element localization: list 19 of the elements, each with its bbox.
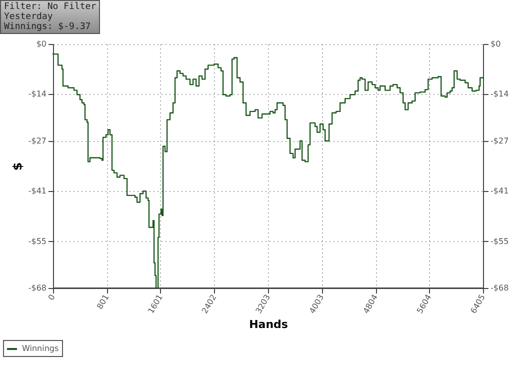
- y-tick-label: $0: [36, 40, 46, 48]
- x-axis-title: Hands: [249, 318, 288, 332]
- y2-tick-label: -$41: [490, 186, 509, 196]
- y2-tick-label: $0: [490, 40, 501, 48]
- y-tick-label: -$55: [28, 236, 46, 246]
- legend-label: Winnings: [22, 344, 59, 353]
- y-tick-label: -$14: [28, 90, 46, 99]
- text: Filter: No Filter: [4, 2, 96, 12]
- y-tick-label: -$27: [28, 136, 46, 146]
- y2-tick-label: -$14: [490, 90, 509, 99]
- y2-tick-label: -$68: [490, 284, 509, 292]
- text: Winnings: $-9.37: [4, 22, 92, 32]
- y-axis-title: $: [10, 162, 24, 171]
- y2-tick-label: -$55: [490, 236, 509, 246]
- text: Yesterday: [4, 12, 54, 22]
- y-tick-label: -$41: [28, 186, 46, 196]
- x-tick-label: 0: [46, 293, 57, 302]
- y-tick-label: -$68: [28, 284, 46, 292]
- y2-tick-label: -$27: [490, 136, 509, 146]
